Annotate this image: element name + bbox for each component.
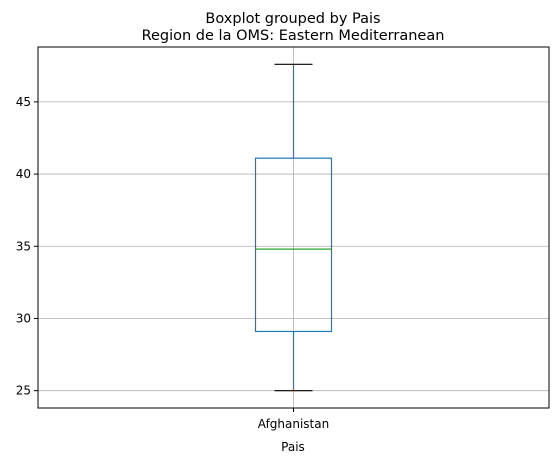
- x-tick-label: Afghanistan: [258, 417, 329, 431]
- box-layer: [254, 63, 333, 392]
- y-tick-label: 30: [16, 311, 31, 325]
- y-tick-label: 35: [16, 239, 31, 253]
- chart-title: Boxplot grouped by Pais: [205, 11, 380, 27]
- tick-layer: 25 30 35 40 45 Afghanistan: [16, 95, 330, 431]
- y-tick-label: 45: [16, 95, 31, 109]
- y-tick-label: 40: [16, 167, 31, 181]
- iqr-box: [254, 157, 333, 333]
- x-axis-label: Pais: [281, 440, 305, 454]
- y-tick-label: 25: [16, 384, 31, 398]
- chart-subtitle: Region de la OMS: Eastern Mediterranean: [142, 28, 445, 44]
